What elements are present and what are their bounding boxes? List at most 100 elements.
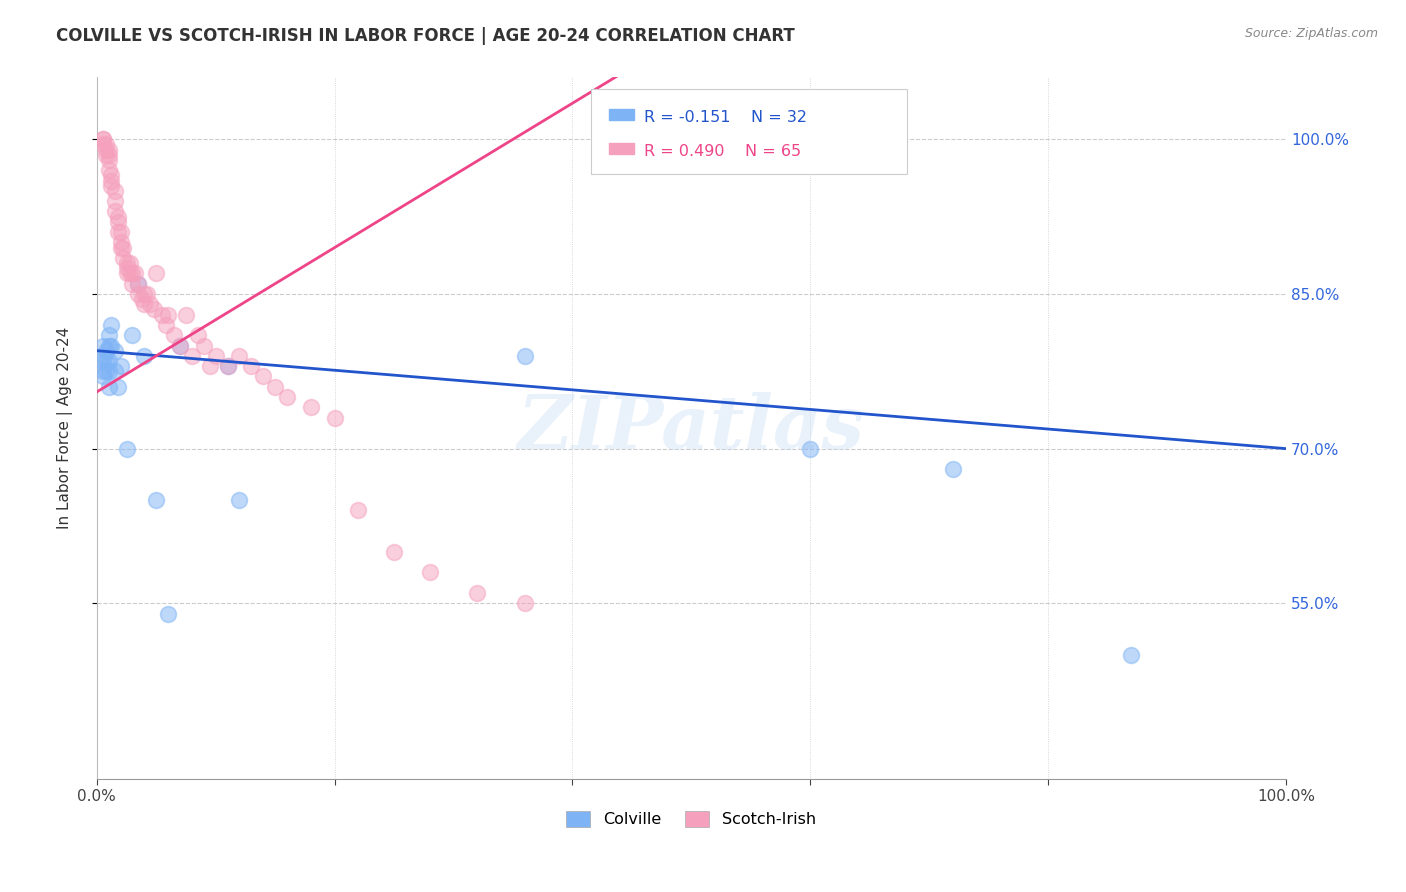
Point [513,596,536,610]
Point [107,215,129,229]
Point [91,132,114,146]
Point [91,349,114,363]
Point [299,401,322,415]
Point [91,354,114,368]
Point [169,338,191,352]
Legend: Colville, Scotch-Irish: Colville, Scotch-Irish [560,805,823,834]
Point [127,287,149,301]
Point [145,493,167,508]
Point [228,493,250,508]
Point [157,308,180,322]
Point [107,380,129,394]
Point [942,462,965,476]
Point [97,148,120,162]
Point [204,349,226,363]
Point [96,354,118,368]
Point [174,308,197,322]
Point [121,277,143,291]
Point [419,566,441,580]
Point [110,225,132,239]
Point [91,132,114,146]
Point [110,235,132,250]
Point [139,297,162,311]
Point [252,369,274,384]
Point [134,297,156,311]
Point [150,308,173,322]
Point [115,266,138,280]
Point [104,194,127,209]
Point [96,148,118,162]
Point [97,328,120,343]
Point [264,380,287,394]
Text: ZIPatlas: ZIPatlas [517,392,865,464]
Point [169,338,191,352]
Point [100,338,122,352]
Text: COLVILLE VS SCOTCH-IRISH IN LABOR FORCE | AGE 20-24 CORRELATION CHART: COLVILLE VS SCOTCH-IRISH IN LABOR FORCE … [56,27,794,45]
Point [104,343,127,358]
Point [100,318,122,332]
Point [217,359,239,373]
Point [135,287,157,301]
Point [97,354,120,368]
Point [124,266,146,280]
Point [276,390,298,404]
Point [155,318,177,332]
Point [115,256,138,270]
Point [1121,648,1143,662]
Point [91,369,114,384]
Point [97,143,120,157]
Point [97,163,120,178]
Point [799,442,821,456]
Point [115,442,138,456]
Point [145,266,167,280]
Point [382,545,405,559]
Point [115,261,138,276]
Point [240,359,263,373]
Point [121,328,143,343]
Y-axis label: In Labor Force | Age 20-24: In Labor Force | Age 20-24 [58,326,73,529]
Text: Source: ZipAtlas.com: Source: ZipAtlas.com [1244,27,1378,40]
Text: R = 0.490    N = 65: R = 0.490 N = 65 [644,144,801,159]
Point [104,184,127,198]
Point [104,364,127,378]
Point [134,349,156,363]
Point [193,338,215,352]
Point [107,225,129,239]
Point [198,359,221,373]
Point [96,137,118,152]
Point [91,338,114,352]
Point [96,364,118,378]
Point [127,277,149,291]
Point [131,292,153,306]
Point [91,137,114,152]
Point [100,178,122,193]
Point [217,359,239,373]
Point [96,143,118,157]
Point [323,410,346,425]
Point [120,266,142,280]
Point [96,343,118,358]
Point [91,364,114,378]
Point [110,359,132,373]
Point [157,607,180,621]
Point [513,349,536,363]
Point [347,503,370,517]
Point [111,241,134,255]
Point [104,204,127,219]
Point [465,586,488,600]
Point [107,210,129,224]
Point [100,169,122,183]
Point [142,302,165,317]
Point [127,277,149,291]
Point [100,173,122,187]
Text: R = -0.151    N = 32: R = -0.151 N = 32 [644,110,807,125]
Point [97,364,120,378]
Point [97,153,120,167]
Point [97,380,120,394]
Point [181,349,204,363]
Point [111,251,134,265]
Point [228,349,250,363]
Point [120,256,142,270]
Point [110,241,132,255]
Point [134,287,156,301]
